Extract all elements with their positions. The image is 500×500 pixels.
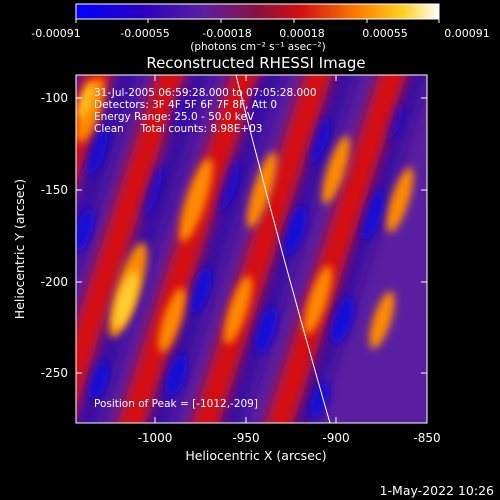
- image-annotations: 31-Jul-2005 06:59:28.000 to 07:05:28.000…: [94, 87, 317, 410]
- colorbar-tick-label: 0.00018: [279, 27, 325, 40]
- x-tick-label: -850: [413, 431, 440, 445]
- colorbar-tick-label: 0.00091: [444, 27, 490, 40]
- energy-range-label: Energy Range: 25.0 - 50.0 keV: [94, 111, 255, 123]
- clean-counts-label: Clean Total counts: 8.98E+03: [94, 123, 263, 135]
- peak-position-label: Position of Peak = [-1012,-209]: [94, 398, 258, 410]
- x-tick-label: -900: [322, 431, 349, 445]
- x-tick-label: -950: [232, 431, 259, 445]
- plot-frame: [75, 74, 428, 424]
- y-tick-label: -100: [41, 91, 68, 105]
- solar-limb-line: [235, 75, 331, 423]
- y-tick-label: -250: [41, 366, 68, 380]
- colorbar-tick-label: 0.00055: [362, 27, 408, 40]
- colorbar-units: (photons cm⁻² s⁻¹ asec⁻²): [190, 41, 325, 53]
- y-tick-label: -200: [41, 275, 68, 289]
- colorbar: -0.00091 -0.00055 -0.00018 0.00018 0.000…: [31, 3, 490, 53]
- colorbar-frame: [75, 3, 440, 20]
- x-tick-label: -1000: [138, 431, 173, 445]
- colorbar-tick-label: -0.00018: [202, 27, 251, 40]
- colorbar-tick-label: -0.00091: [31, 27, 80, 40]
- detectors-label: Detectors: 3F 4F 5F 6F 7F 8F, Att 0: [94, 99, 277, 111]
- footer-timestamp: 1-May-2022 10:26: [380, 483, 494, 498]
- plot-title: Reconstructed RHESSI Image: [146, 54, 365, 72]
- y-tick-label: -150: [41, 183, 68, 197]
- y-axis-title: Heliocentric Y (arcsec): [12, 179, 27, 319]
- rhessi-image: [76, 75, 427, 423]
- time-range-label: 31-Jul-2005 06:59:28.000 to 07:05:28.000: [94, 87, 317, 99]
- x-axis-title: Heliocentric X (arcsec): [185, 448, 326, 463]
- axis-ticks: [76, 75, 428, 423]
- colorbar-tick-label: -0.00055: [120, 27, 169, 40]
- colorbar-gradient: [76, 4, 439, 19]
